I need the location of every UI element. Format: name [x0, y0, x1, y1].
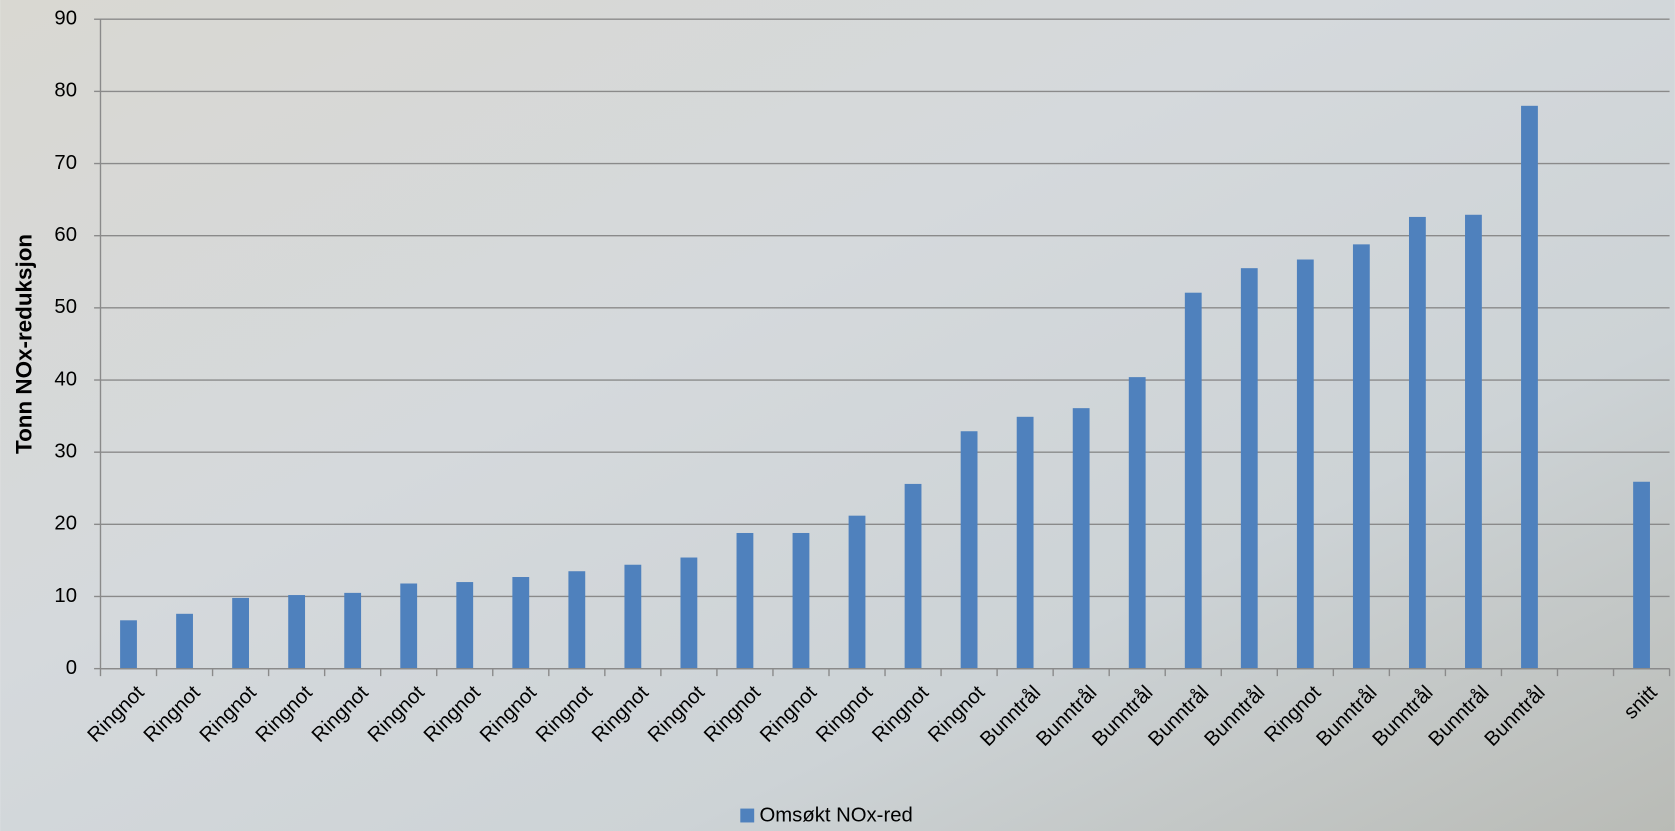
bar — [624, 564, 642, 669]
legend-swatch — [740, 808, 755, 823]
bar — [680, 557, 698, 669]
y-axis-title: Tonn NOx-reduksjon — [12, 234, 37, 454]
bar — [1128, 377, 1146, 669]
bar — [1465, 214, 1482, 669]
y-tick-label: 40 — [54, 368, 77, 390]
y-tick-label: 60 — [54, 224, 77, 246]
bar — [1184, 292, 1202, 669]
legend-label: Omsøkt NOx-red — [760, 804, 913, 826]
bar — [1633, 481, 1650, 669]
bar — [1521, 105, 1538, 669]
bar — [1240, 268, 1258, 669]
bar — [1352, 244, 1370, 669]
y-tick-label: 10 — [54, 585, 77, 607]
bar — [1016, 416, 1034, 669]
bar — [736, 532, 754, 669]
y-tick-label: 70 — [54, 152, 77, 174]
y-tick-label: 90 — [54, 8, 77, 30]
bar — [400, 583, 418, 669]
bar — [792, 532, 810, 669]
y-tick-label: 0 — [66, 657, 77, 679]
y-tick-label: 80 — [54, 80, 77, 102]
y-tick-label: 20 — [54, 513, 77, 535]
bar — [1296, 259, 1314, 669]
bar — [232, 597, 249, 669]
bar — [960, 431, 978, 669]
bar — [176, 613, 193, 669]
bar — [904, 483, 922, 669]
y-tick-label: 30 — [54, 441, 77, 463]
bar — [1408, 216, 1426, 669]
bar — [120, 620, 137, 669]
bar — [1072, 408, 1090, 669]
y-tick-label: 50 — [54, 296, 77, 318]
bar — [848, 515, 866, 669]
bar — [344, 592, 362, 669]
bar — [512, 577, 530, 669]
bar — [456, 582, 474, 669]
bar — [288, 595, 306, 669]
bar — [568, 571, 586, 669]
